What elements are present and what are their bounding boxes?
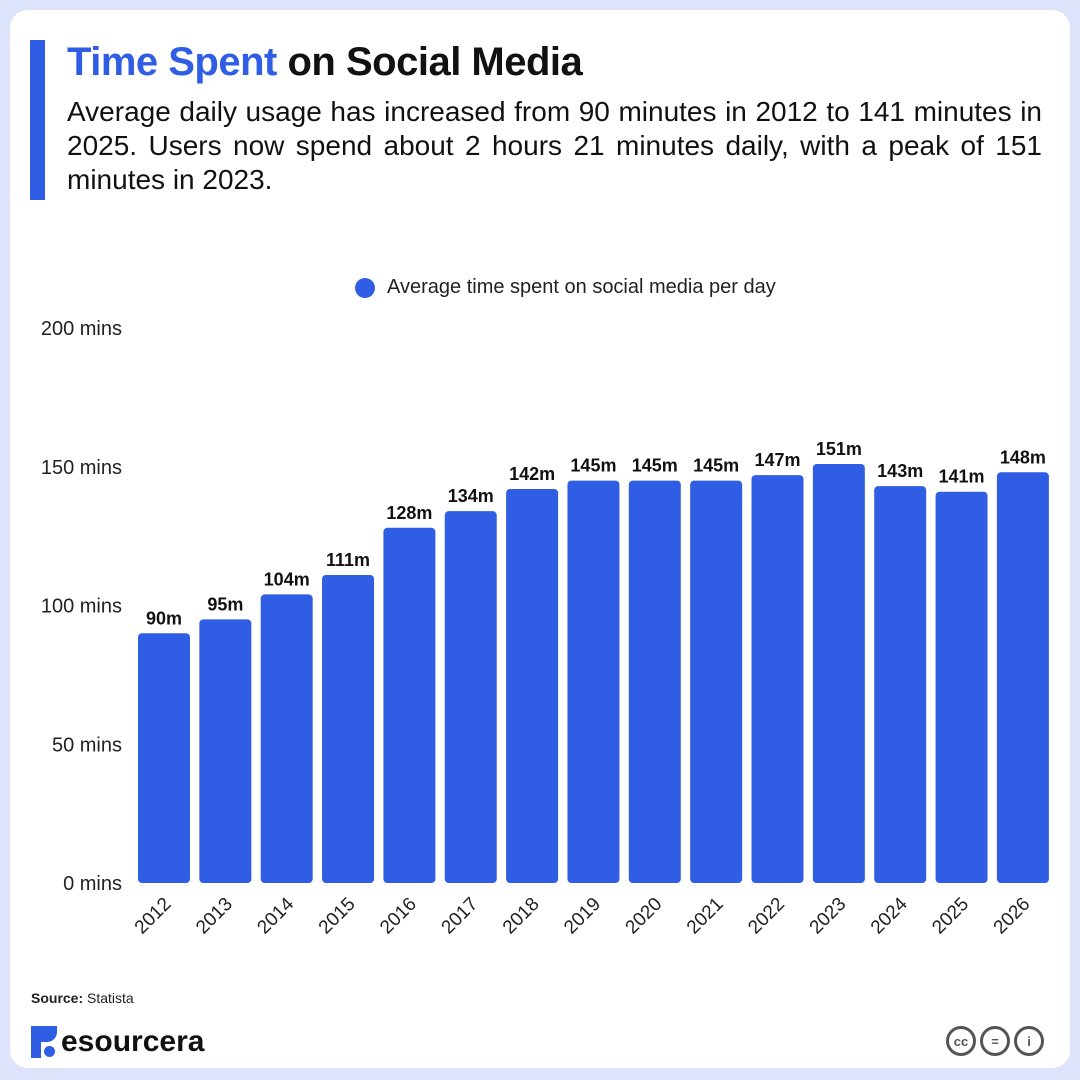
x-tick-label: 2022 [744,894,789,939]
data-label: 90m [146,608,182,628]
cc-icon: cc [946,1026,976,1056]
bar [199,619,252,883]
data-label: 111m [326,550,370,570]
data-label: 148m [1000,447,1046,467]
data-label: 145m [693,456,739,476]
x-tick-label: 2015 [315,894,360,939]
bar [751,475,804,883]
source: Source: Statista [31,990,134,1006]
legend: Average time spent on social media per d… [355,276,776,299]
bar [935,491,988,883]
data-label: 104m [264,569,310,589]
x-tick-label: 2012 [131,894,176,939]
equals-icon: = [980,1026,1010,1056]
x-tick-label: 2023 [806,894,851,939]
x-tick-label: 2026 [990,894,1035,939]
x-tick-label: 2020 [622,894,667,939]
bar [996,472,1049,883]
data-label: 142m [509,464,555,484]
bar [874,486,927,883]
title-highlight: Time Spent [67,40,277,84]
data-label: 145m [570,456,616,476]
data-label: 143m [877,461,923,481]
attribution-icon: i [1014,1026,1044,1056]
data-label: 128m [386,503,432,523]
x-tick-label: 2018 [499,894,544,939]
bar [567,480,620,883]
x-tick-label: 2013 [192,894,237,939]
brand-name: esourcera [61,1025,205,1058]
legend-label: Average time spent on social media per d… [387,276,776,298]
title-rest: on Social Media [287,40,583,84]
bar [260,594,313,883]
license-icons: cc = i [946,1026,1044,1056]
bar [506,488,559,883]
accent-bar [30,40,45,200]
data-label: 145m [632,456,678,476]
x-tick-label: 2021 [683,894,728,939]
page-title: Time Spent on Social Media [67,40,583,85]
bar [812,463,865,883]
data-label: 147m [754,450,800,470]
y-tick-label: 100 mins [41,596,122,618]
data-label: 134m [448,486,494,506]
logo-mark-icon [31,1026,59,1058]
bar [444,511,497,883]
source-value: Statista [87,990,134,1006]
y-tick-label: 150 mins [41,457,122,479]
x-tick-label: 2019 [560,894,605,939]
bar [628,480,681,883]
legend-dot-icon [355,277,375,298]
bar [138,633,190,883]
data-label: 95m [207,594,243,614]
x-tick-label: 2024 [867,893,912,938]
source-label: Source: [31,990,84,1006]
brand-logo: esourcera [31,1025,204,1059]
x-tick-label: 2016 [376,894,421,939]
bar [690,480,743,883]
data-label: 151m [816,439,862,459]
x-tick-label: 2017 [438,894,483,939]
x-tick-label: 2025 [928,894,973,939]
bar [322,574,375,883]
data-label: 141m [939,467,985,487]
y-tick-label: 200 mins [41,318,122,340]
bar [383,527,436,883]
y-tick-label: 0 mins [63,873,122,895]
x-tick-label: 2014 [253,893,298,938]
y-tick-label: 50 mins [52,734,122,756]
subtitle: Average daily usage has increased from 9… [67,96,1042,195]
